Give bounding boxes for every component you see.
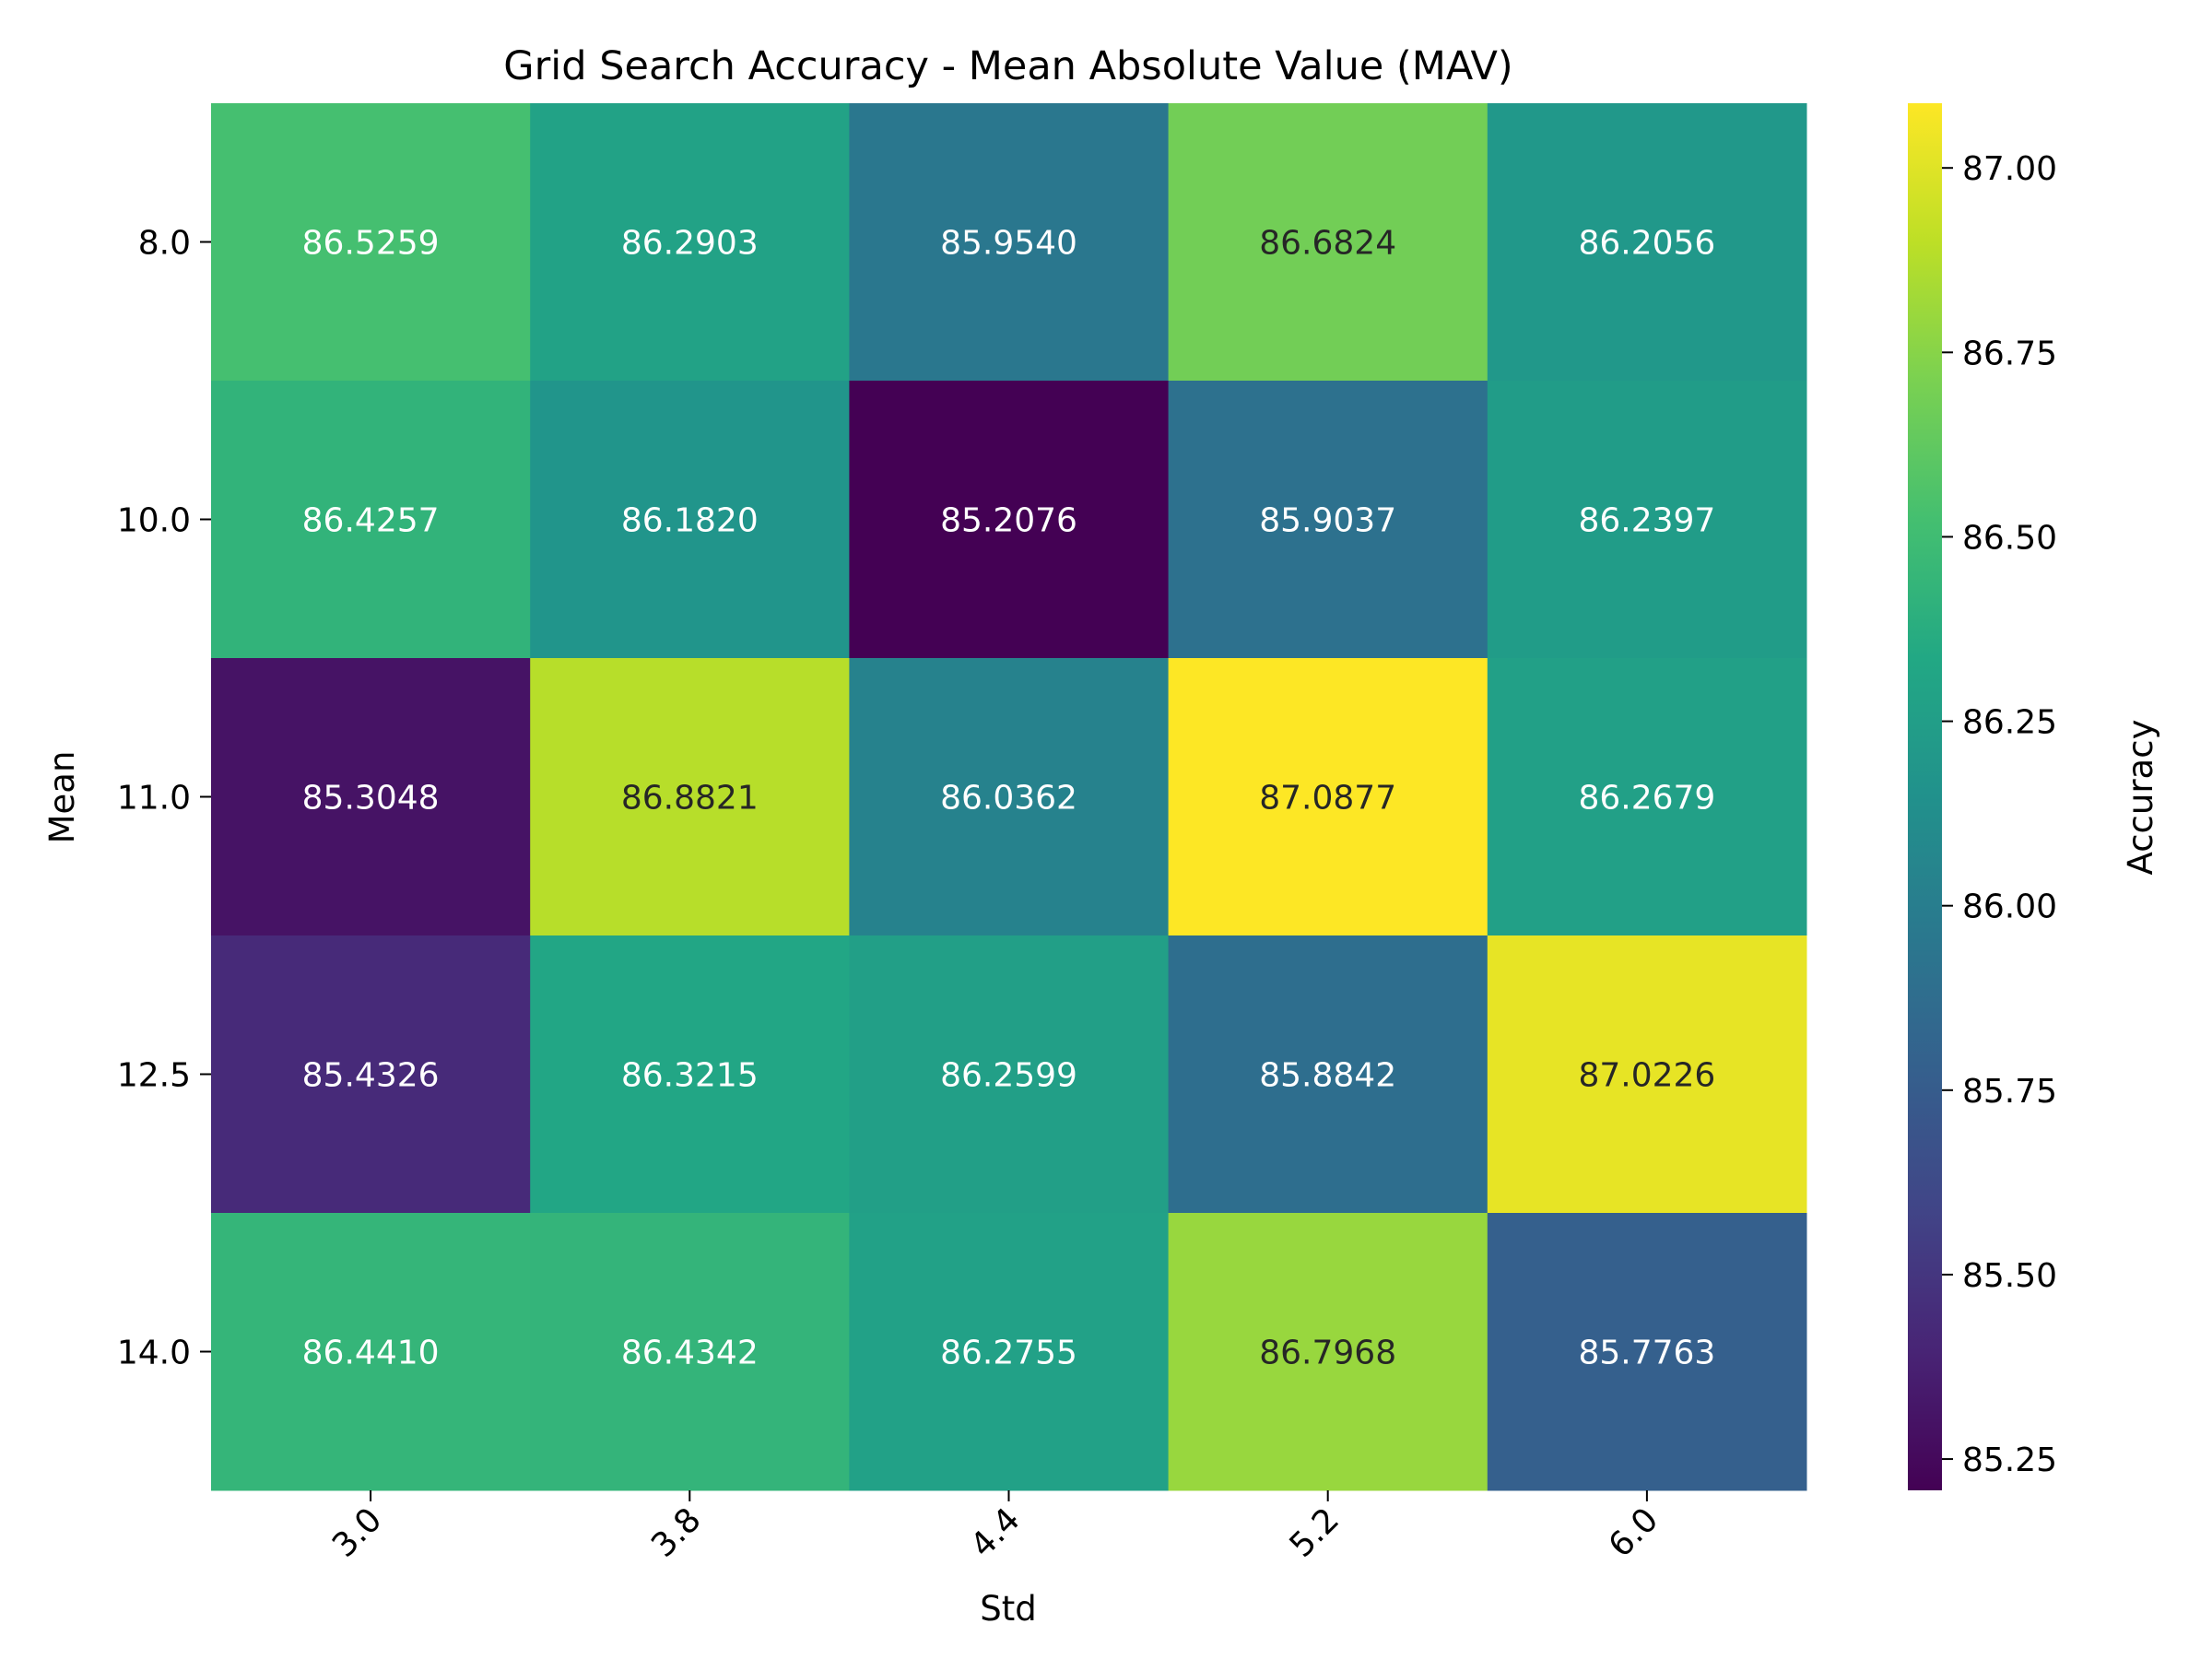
cell-value-label: 86.8821 [621,780,759,818]
cell-value-label: 86.2679 [1578,780,1715,818]
cell-value-label: 86.4410 [302,1335,440,1372]
x-tick-label: 6.0 [1602,1500,1665,1564]
cell-value-label: 85.8842 [1259,1057,1396,1095]
cell-value-label: 85.3048 [302,780,440,818]
y-tick-label: 12.5 [117,1057,191,1095]
cell-value-label: 86.6824 [1259,225,1396,263]
heatmap-cell [849,1213,1170,1491]
cell-value-label: 86.3215 [621,1057,759,1095]
colorbar-tick-label: 86.75 [1962,335,2057,372]
heatmap-cell [1168,103,1488,382]
cell-value-label: 86.2599 [940,1057,1077,1095]
x-axis-label: Std [980,1589,1036,1629]
heatmap-cell [1487,103,1807,382]
heatmap-cell [1168,1213,1488,1491]
heatmap-cell [1487,935,1807,1214]
cell-value-label: 85.7763 [1578,1335,1715,1372]
y-tick-label: 11.0 [117,780,191,818]
heatmap-cell [1168,658,1488,936]
x-axis: 3.0 3.8 4.4 5.2 6.0 [325,1490,1665,1565]
heatmap-cell [849,103,1170,382]
heatmap-cell [530,658,850,936]
colorbar-tick-label: 87.00 [1962,150,2057,188]
heatmap-cell [211,1213,531,1491]
heatmap-cells [211,103,1807,1491]
cell-value-label: 87.0226 [1578,1057,1715,1095]
colorbar-tick-label: 85.50 [1962,1257,2057,1295]
colorbar-tick-label: 85.25 [1962,1441,2057,1479]
cell-value-label: 86.4257 [302,502,440,540]
heatmap-cell [211,381,531,659]
heatmap-cell [530,103,850,382]
x-tick-label: 3.0 [325,1500,389,1564]
cell-value-label: 85.2076 [940,502,1077,540]
x-tick-label: 5.2 [1283,1500,1347,1564]
x-tick-label: 3.8 [644,1500,708,1564]
colorbar-label: Accuracy [2121,720,2160,876]
y-tick-label: 10.0 [117,502,191,540]
colorbar-tick-label: 85.75 [1962,1073,2057,1111]
cell-value-label: 85.9037 [1259,502,1396,540]
cell-value-label: 87.0877 [1259,780,1396,818]
colorbar-tick-label: 86.25 [1962,704,2057,742]
cell-value-label: 86.7968 [1259,1335,1396,1372]
heatmap-cell [211,935,531,1214]
heatmap-cell [211,103,531,382]
x-tick-label: 4.4 [963,1500,1027,1564]
heatmap-cell [1487,1213,1807,1491]
heatmap-cell [1168,381,1488,659]
cell-value-label: 86.2755 [940,1335,1077,1372]
heatmap-cell [849,935,1170,1214]
chart-title: Grid Search Accuracy - Mean Absolute Val… [503,43,1512,89]
heatmap-cell [1168,935,1488,1214]
heatmap-cell-labels: 86.5259 86.2903 85.9540 86.6824 86.2056 86.42… [302,225,1716,1372]
cell-value-label: 86.5259 [302,225,440,263]
heatmap-cell [530,1213,850,1491]
cell-value-label: 86.2056 [1578,225,1715,263]
y-axis-label: Mean [42,751,82,844]
cell-value-label: 85.9540 [940,225,1077,263]
colorbar-tick-label: 86.50 [1962,519,2057,557]
y-tick-label: 8.0 [138,225,191,263]
heatmap-cell [1487,381,1807,659]
cell-value-label: 86.1820 [621,502,759,540]
colorbar-tick-label: 86.00 [1962,888,2057,926]
cell-value-label: 86.2397 [1578,502,1715,540]
cell-value-label: 86.2903 [621,225,759,263]
cell-value-label: 85.4326 [302,1057,440,1095]
colorbar-gradient [1908,103,1942,1490]
heatmap-cell [211,658,531,936]
cell-value-label: 86.0362 [940,780,1077,818]
cell-value-label: 86.4342 [621,1335,759,1372]
heatmap-cell [849,658,1170,936]
heatmap-cell [530,935,850,1214]
heatmap-cell [849,381,1170,659]
heatmap-cell [1487,658,1807,936]
colorbar: 85.25 85.50 85.75 86.00 86.25 86.50 86.75 87.00 [1908,103,2057,1490]
heatmap-cell [530,381,850,659]
y-tick-label: 14.0 [117,1335,191,1372]
y-axis: 8.0 10.0 11.0 12.5 14.0 [117,225,211,1372]
